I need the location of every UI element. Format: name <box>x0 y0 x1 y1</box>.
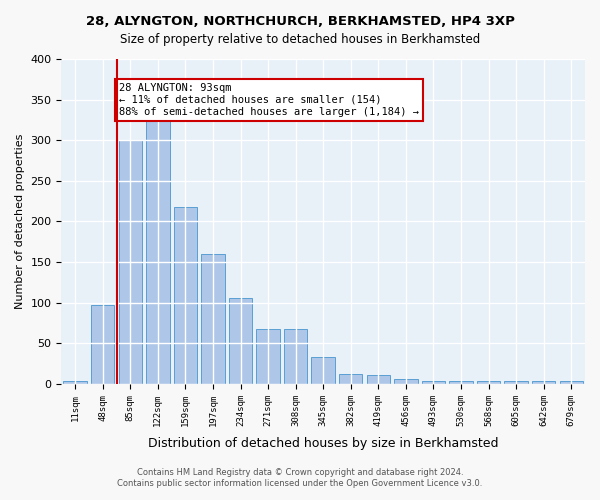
Bar <box>532 382 556 384</box>
Bar <box>339 374 362 384</box>
Bar <box>560 382 583 384</box>
Bar <box>505 382 528 384</box>
Text: 28, ALYNGTON, NORTHCHURCH, BERKHAMSTED, HP4 3XP: 28, ALYNGTON, NORTHCHURCH, BERKHAMSTED, … <box>86 15 514 28</box>
Bar <box>284 330 307 384</box>
Text: 28 ALYNGTON: 93sqm
← 11% of detached houses are smaller (154)
88% of semi-detach: 28 ALYNGTON: 93sqm ← 11% of detached hou… <box>119 84 419 116</box>
Bar <box>119 140 142 384</box>
Bar <box>64 380 87 384</box>
Bar <box>422 380 445 384</box>
Bar <box>449 382 473 384</box>
Bar <box>201 254 224 384</box>
Bar <box>91 305 115 384</box>
Bar <box>229 298 252 384</box>
Bar <box>174 207 197 384</box>
Y-axis label: Number of detached properties: Number of detached properties <box>15 134 25 309</box>
Bar <box>256 330 280 384</box>
Bar <box>311 357 335 384</box>
Bar <box>367 375 390 384</box>
Bar <box>394 379 418 384</box>
X-axis label: Distribution of detached houses by size in Berkhamsted: Distribution of detached houses by size … <box>148 437 499 450</box>
Text: Contains HM Land Registry data © Crown copyright and database right 2024.
Contai: Contains HM Land Registry data © Crown c… <box>118 468 482 487</box>
Bar <box>146 118 170 384</box>
Text: Size of property relative to detached houses in Berkhamsted: Size of property relative to detached ho… <box>120 32 480 46</box>
Bar <box>477 382 500 384</box>
